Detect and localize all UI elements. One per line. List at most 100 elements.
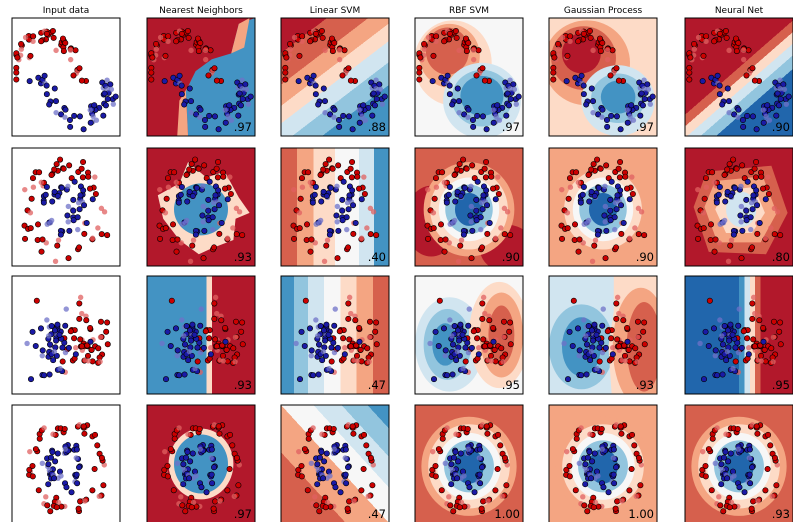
- point-class-0: [305, 435, 312, 442]
- point-class-0: [765, 174, 771, 180]
- point-class-0: [364, 225, 370, 231]
- point-class-1: [161, 78, 168, 85]
- point-class-1: [295, 78, 302, 85]
- point-class-0: [765, 431, 772, 438]
- point-class-1: [318, 198, 325, 205]
- point-class-1: [561, 340, 567, 347]
- point-class-1: [714, 372, 721, 379]
- point-class-1: [323, 321, 330, 328]
- point-class-1: [452, 448, 459, 455]
- point-class-0: [740, 47, 747, 53]
- point-class-0: [346, 336, 353, 343]
- point-class-1: [315, 333, 321, 339]
- point-class-0: [590, 47, 596, 54]
- point-class-1: [58, 184, 65, 191]
- point-class-0: [212, 336, 219, 343]
- point-class-1: [473, 207, 480, 214]
- point-class-1: [62, 322, 69, 329]
- point-class-0: [345, 65, 352, 72]
- point-class-0: [716, 30, 723, 37]
- point-class-0: [485, 498, 491, 504]
- point-class-1: [334, 219, 340, 225]
- point-class-0: [430, 52, 437, 59]
- point-class-1: [444, 372, 451, 379]
- point-class-0: [73, 345, 79, 351]
- point-class-1: [222, 338, 229, 345]
- panel-frame: [548, 147, 658, 267]
- point-class-0: [770, 318, 777, 325]
- point-class-1: [58, 473, 64, 479]
- point-class-0: [97, 358, 103, 365]
- point-class-0: [641, 232, 648, 239]
- point-class-0: [587, 34, 594, 41]
- point-class-0: [169, 236, 176, 243]
- point-class-0: [350, 230, 357, 237]
- point-class-1: [727, 321, 734, 328]
- point-class-0: [750, 498, 757, 505]
- point-class-1: [39, 460, 46, 466]
- point-class-1: [590, 109, 596, 116]
- point-class-1: [727, 450, 734, 457]
- point-class-1: [296, 376, 303, 383]
- point-class-0: [211, 300, 218, 307]
- column-titles: Input data Nearest Neighbors Linear SVM RBF…: [43, 6, 764, 16]
- point-class-0: [164, 462, 171, 469]
- point-class-0: [321, 258, 328, 264]
- point-class-0: [296, 210, 303, 216]
- point-class-1: [49, 198, 56, 205]
- point-class-0: [634, 334, 641, 340]
- point-class-1: [236, 90, 243, 97]
- point-class-1: [322, 337, 329, 344]
- point-class-1: [80, 126, 87, 133]
- point-class-1: [189, 450, 196, 457]
- point-class-0: [624, 324, 631, 331]
- panel-frame: [684, 17, 793, 137]
- point-class-0: [30, 38, 36, 45]
- point-class-1: [313, 221, 319, 227]
- point-class-1: [446, 91, 453, 98]
- point-class-0: [179, 502, 186, 509]
- point-class-1: [176, 372, 183, 379]
- point-class-1: [746, 446, 753, 453]
- point-class-1: [197, 106, 204, 113]
- point-class-1: [700, 376, 707, 383]
- point-class-0: [189, 242, 196, 249]
- point-class-1: [46, 333, 52, 339]
- point-class-0: [550, 76, 557, 83]
- point-class-0: [50, 431, 56, 437]
- point-class-0: [296, 52, 303, 59]
- point-class-0: [95, 225, 101, 231]
- point-class-0: [640, 328, 647, 335]
- point-class-1: [27, 376, 34, 383]
- point-class-1: [730, 231, 737, 238]
- score-label: 1.00: [494, 507, 520, 521]
- point-class-0: [594, 156, 601, 163]
- point-class-0: [76, 244, 83, 251]
- point-class-1: [712, 347, 719, 354]
- point-class-0: [768, 225, 774, 231]
- point-class-1: [316, 454, 323, 461]
- point-class-0: [329, 48, 336, 55]
- point-class-0: [482, 310, 488, 317]
- point-class-0: [614, 294, 621, 301]
- point-class-0: [85, 358, 91, 364]
- point-class-1: [180, 461, 187, 468]
- point-class-1: [456, 109, 462, 116]
- point-class-1: [457, 321, 464, 328]
- point-class-0: [287, 41, 294, 48]
- point-class-1: [174, 347, 181, 354]
- point-class-1: [715, 191, 722, 198]
- point-class-1: [45, 481, 52, 488]
- point-class-0: [767, 442, 774, 449]
- point-class-1: [186, 348, 193, 355]
- point-class-1: [738, 219, 744, 225]
- point-class-0: [207, 47, 214, 54]
- point-class-1: [340, 178, 347, 185]
- point-class-0: [705, 446, 712, 453]
- point-class-1: [339, 217, 346, 224]
- scatter-points: [282, 28, 388, 133]
- point-class-1: [729, 331, 736, 338]
- point-class-1: [710, 325, 717, 332]
- point-class-0: [567, 38, 573, 45]
- point-class-0: [100, 482, 107, 489]
